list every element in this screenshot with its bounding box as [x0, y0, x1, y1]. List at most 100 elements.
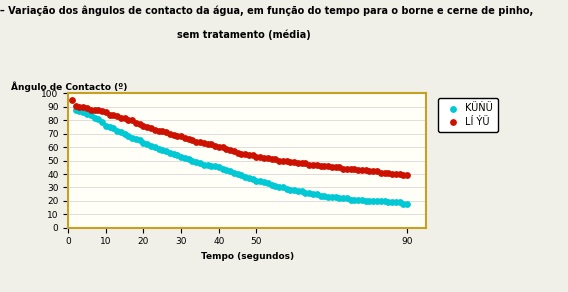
LÍ ÝÜ: [256, 154, 265, 159]
KÜṄÜ: [191, 160, 201, 164]
KÜṄÜ: [169, 152, 178, 156]
KÜṄÜ: [195, 161, 204, 166]
KÜṄÜ: [225, 169, 235, 174]
KÜṄÜ: [229, 170, 239, 175]
LÍ ÝÜ: [294, 161, 303, 166]
KÜṄÜ: [116, 130, 126, 135]
KÜṄÜ: [304, 190, 314, 195]
KÜṄÜ: [244, 176, 253, 180]
LÍ ÝÜ: [143, 125, 152, 129]
LÍ ÝÜ: [237, 152, 246, 156]
KÜṄÜ: [75, 109, 84, 113]
LÍ ÝÜ: [177, 134, 186, 139]
LÍ ÝÜ: [120, 115, 129, 120]
LÍ ÝÜ: [244, 153, 253, 158]
LÍ ÝÜ: [181, 135, 190, 140]
KÜṄÜ: [165, 150, 174, 155]
LÍ ÝÜ: [301, 161, 310, 166]
LÍ ÝÜ: [248, 153, 257, 158]
KÜṄÜ: [82, 111, 91, 116]
LÍ ÝÜ: [116, 115, 126, 120]
LÍ ÝÜ: [304, 162, 314, 167]
KÜṄÜ: [324, 194, 333, 199]
LÍ ÝÜ: [339, 166, 348, 171]
KÜṄÜ: [98, 119, 107, 124]
KÜṄÜ: [214, 165, 223, 170]
KÜṄÜ: [361, 199, 370, 203]
KÜṄÜ: [290, 188, 299, 192]
KÜṄÜ: [211, 164, 220, 168]
KÜṄÜ: [158, 147, 167, 152]
KÜṄÜ: [403, 201, 412, 206]
KÜṄÜ: [365, 199, 374, 203]
LÍ ÝÜ: [71, 103, 80, 108]
Text: Fig. 4.5 – Variação dos ângulos de contacto da água, em função do tempo para o b: Fig. 4.5 – Variação dos ângulos de conta…: [0, 6, 533, 16]
KÜṄÜ: [233, 172, 242, 176]
LÍ ÝÜ: [165, 131, 174, 136]
KÜṄÜ: [151, 145, 160, 150]
KÜṄÜ: [139, 141, 148, 145]
LÍ ÝÜ: [124, 118, 133, 123]
KÜṄÜ: [308, 192, 318, 197]
LÍ ÝÜ: [188, 138, 197, 143]
KÜṄÜ: [316, 193, 325, 198]
KÜṄÜ: [395, 200, 404, 205]
LÍ ÝÜ: [214, 145, 223, 150]
LÍ ÝÜ: [195, 140, 204, 144]
KÜṄÜ: [369, 199, 378, 203]
LÍ ÝÜ: [391, 172, 400, 176]
KÜṄÜ: [343, 196, 352, 201]
KÜṄÜ: [222, 168, 231, 172]
KÜṄÜ: [256, 178, 265, 183]
LÍ ÝÜ: [199, 141, 208, 145]
KÜṄÜ: [161, 149, 170, 154]
LÍ ÝÜ: [369, 169, 378, 174]
KÜṄÜ: [237, 173, 246, 178]
LÍ ÝÜ: [290, 160, 299, 164]
LÍ ÝÜ: [68, 98, 77, 102]
KÜṄÜ: [373, 199, 382, 203]
LÍ ÝÜ: [365, 169, 374, 174]
KÜṄÜ: [391, 200, 400, 205]
KÜṄÜ: [128, 135, 137, 140]
LÍ ÝÜ: [260, 156, 269, 160]
LÍ ÝÜ: [286, 160, 295, 164]
KÜṄÜ: [271, 184, 280, 188]
KÜṄÜ: [188, 158, 197, 163]
KÜṄÜ: [350, 197, 359, 202]
KÜṄÜ: [173, 153, 182, 158]
KÜṄÜ: [327, 194, 336, 199]
LÍ ÝÜ: [282, 158, 291, 163]
LÍ ÝÜ: [211, 143, 220, 148]
LÍ ÝÜ: [346, 166, 355, 171]
LÍ ÝÜ: [151, 127, 160, 132]
LÍ ÝÜ: [109, 113, 118, 117]
KÜṄÜ: [120, 131, 129, 136]
LÍ ÝÜ: [252, 154, 261, 159]
KÜṄÜ: [286, 188, 295, 192]
LÍ ÝÜ: [271, 157, 280, 161]
KÜṄÜ: [274, 185, 283, 190]
LÍ ÝÜ: [128, 118, 137, 123]
LÍ ÝÜ: [350, 166, 359, 171]
LÍ ÝÜ: [105, 113, 114, 117]
X-axis label: Tempo (segundos): Tempo (segundos): [201, 252, 294, 261]
KÜṄÜ: [387, 200, 396, 205]
KÜṄÜ: [380, 199, 389, 203]
LÍ ÝÜ: [79, 105, 88, 109]
KÜṄÜ: [124, 134, 133, 139]
LÍ ÝÜ: [154, 129, 163, 133]
KÜṄÜ: [248, 177, 257, 182]
KÜṄÜ: [252, 178, 261, 183]
KÜṄÜ: [143, 142, 152, 147]
KÜṄÜ: [297, 189, 306, 194]
LÍ ÝÜ: [207, 142, 216, 147]
KÜṄÜ: [90, 115, 99, 120]
KÜṄÜ: [278, 185, 287, 190]
LÍ ÝÜ: [384, 170, 393, 175]
LÍ ÝÜ: [343, 166, 352, 171]
LÍ ÝÜ: [320, 164, 329, 168]
KÜṄÜ: [135, 138, 144, 143]
KÜṄÜ: [101, 123, 110, 128]
LÍ ÝÜ: [312, 162, 321, 167]
